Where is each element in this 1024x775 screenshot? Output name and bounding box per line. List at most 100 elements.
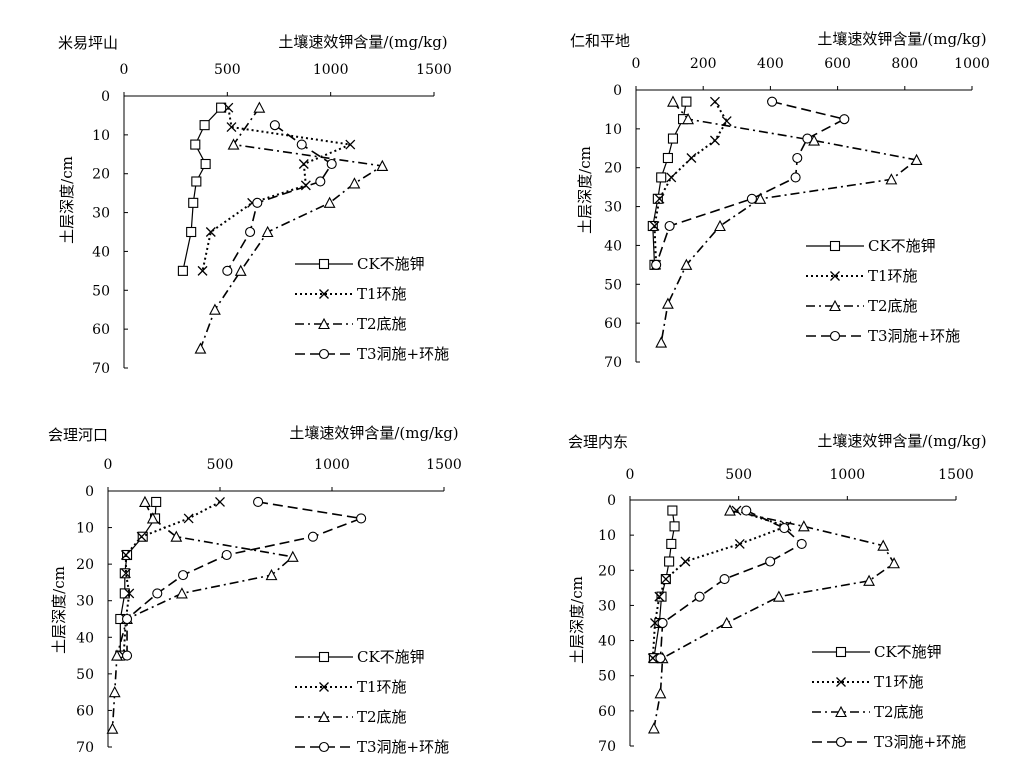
chart-title: 会理内东 [568,433,628,451]
legend-marker [829,330,841,342]
legend-label: CK不施钾 [868,237,936,255]
y-tick-label: 40 [76,630,94,646]
data-point [136,531,147,542]
data-point [863,574,875,586]
data-point [348,177,361,189]
data-point [660,574,671,585]
legend-marker [829,299,841,312]
data-point [121,549,133,561]
data-point [315,176,326,187]
data-point [721,116,732,127]
data-point [666,172,677,183]
data-point [376,159,389,171]
y-tick-label: 60 [604,316,622,332]
x-tick-label: 1500 [938,467,974,483]
legend-marker [318,710,330,723]
y-tick-label: 20 [92,167,110,183]
legend-label: T3洞施+环施 [357,738,449,756]
x-tick-label: 0 [626,467,635,483]
y-tick-label: 70 [92,361,110,377]
data-point [724,504,736,516]
y-tick-label: 0 [101,89,110,105]
legend-label: T2底施 [357,708,407,726]
x-tick-label: 1500 [426,457,462,473]
legend-marker [319,682,329,692]
x-axis-label: 土壤速效钾含量/(mg/kg) [289,424,458,442]
data-point [209,303,221,315]
data-point [681,96,692,107]
chart-panel-2: 0 200 400 600 800 1000 0 10 20 30 40 50 60 70 仁和平地 土壤速效… [570,30,990,371]
data-point [227,138,240,150]
y-tick-label: 0 [613,83,622,99]
y-tick-label: 50 [92,283,110,299]
legend-label: T3洞施+环施 [868,327,960,345]
data-point [647,722,660,734]
x-tick-label: 500 [725,467,752,483]
data-point [170,530,183,542]
data-point [253,101,266,113]
series-line-1 [652,101,687,265]
x-axis-label: 土壤速效钾含量/(mg/kg) [817,30,986,48]
data-point [746,193,757,204]
y-tick-label: 60 [92,322,110,338]
data-point [657,617,668,629]
data-point [106,722,119,734]
data-point [215,497,225,507]
x-tick-label: 600 [824,56,851,72]
series-line-4 [655,100,847,266]
x-tick-label: 0 [632,56,641,72]
data-point [754,192,767,204]
data-point [253,496,264,508]
legend-label: T2底施 [357,315,407,333]
data-point [300,180,311,191]
data-point [119,568,130,579]
data-point [767,96,778,107]
y-tick-label: 60 [598,704,616,720]
legend-marker [830,271,840,281]
series-line-1 [119,501,157,656]
data-point [652,193,663,204]
data-point [779,523,790,534]
data-point [221,549,232,561]
data-point [765,556,776,567]
data-point [647,653,658,664]
data-point [151,496,162,508]
data-point [245,226,256,238]
data-point [719,574,730,585]
data-point [226,122,237,133]
data-point [345,139,356,150]
data-point [649,221,660,231]
y-tick-label: 70 [604,355,622,371]
y-tick-label: 60 [76,703,94,719]
data-point [216,102,227,113]
x-tick-label: 400 [757,56,784,72]
legend-marker [835,705,847,718]
y-axis-label: 土层深度/cm [568,576,586,664]
data-point [714,219,726,232]
data-point [650,618,660,628]
legend-label: T3洞施+环施 [357,345,449,363]
data-point [146,512,159,524]
data-point [121,650,133,661]
y-tick-label: 0 [607,493,616,509]
y-tick-label: 10 [604,122,622,138]
legend-marker [835,736,847,748]
legend-marker [318,317,330,330]
series-line-4 [226,124,333,272]
x-tick-label: 1000 [954,56,990,72]
data-point [656,591,667,602]
data-point [667,133,679,144]
chart-title: 仁和平地 [570,32,630,50]
data-point [664,556,675,567]
chart-panel-4: 0 500 1000 1500 0 10 20 30 40 50 60 70 会理内东 土壤速效钾含量/(… [568,432,987,755]
legend-label: CK不施钾 [357,648,425,666]
y-tick-label: 70 [598,739,616,755]
data-point [792,152,803,164]
legend-label: T1环施 [868,267,918,285]
series-line-4 [659,509,804,659]
data-point [647,220,658,232]
data-point [223,102,234,113]
chart-title: 会理河口 [48,426,108,444]
data-point [802,133,813,144]
legend-marker [318,651,330,663]
